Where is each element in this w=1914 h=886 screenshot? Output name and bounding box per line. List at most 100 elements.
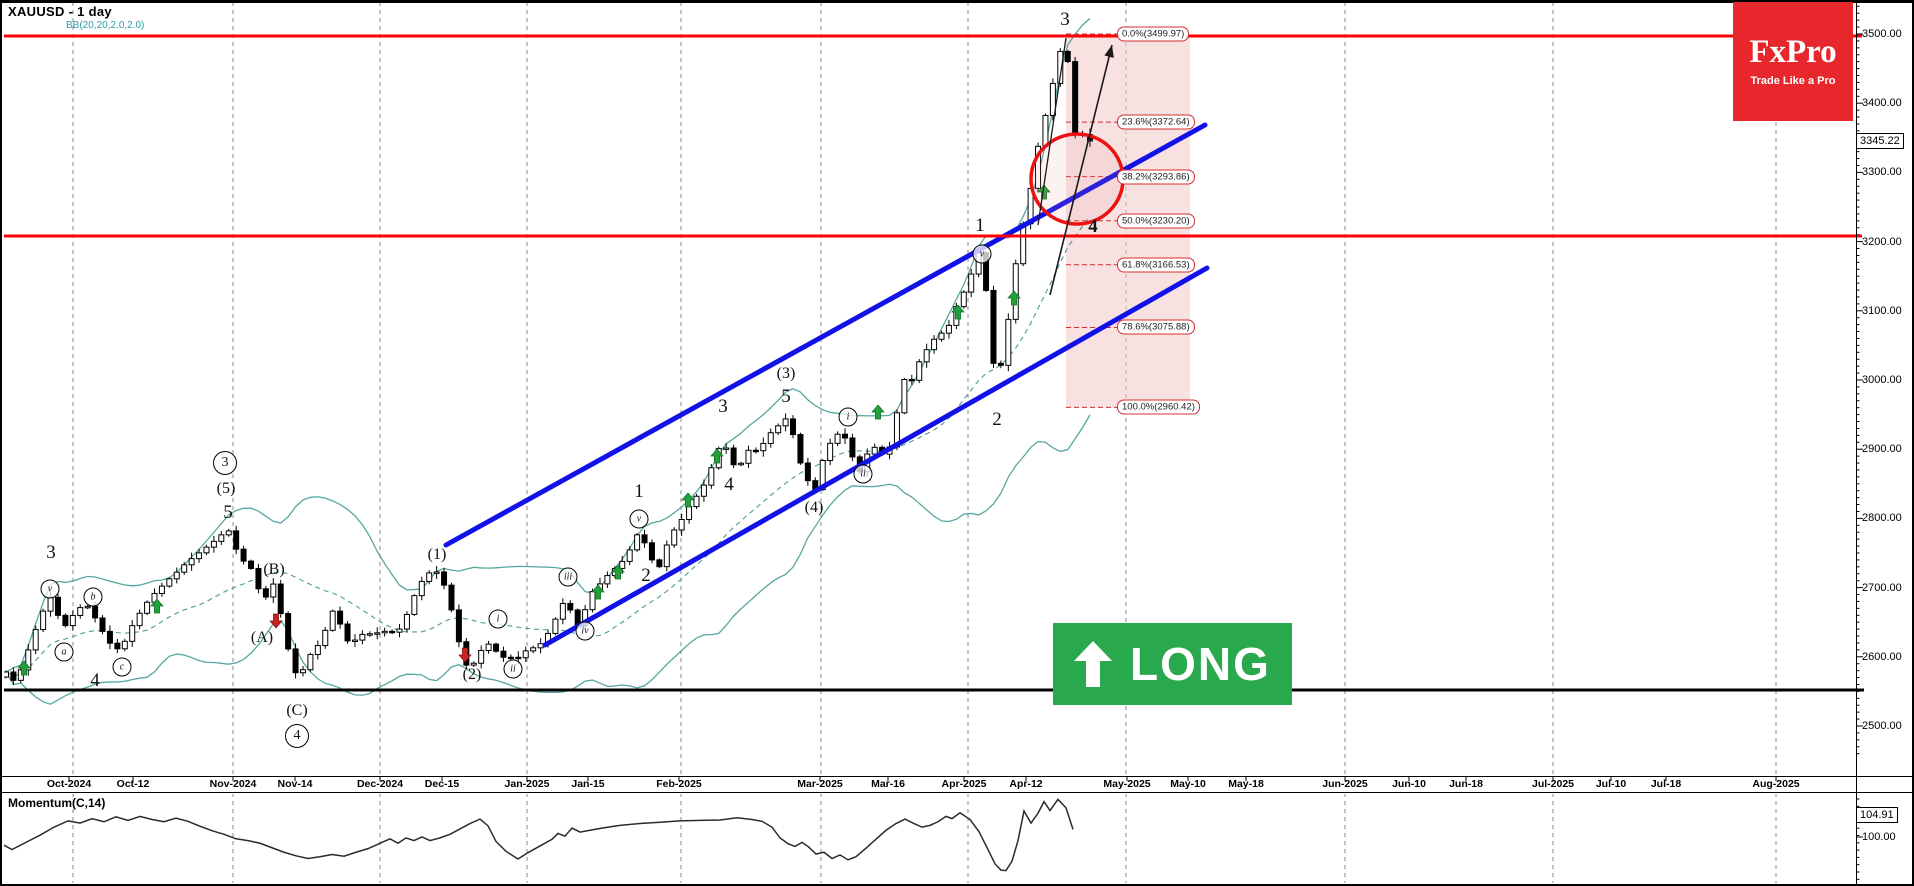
candle-body: [277, 583, 284, 615]
candle-body: [203, 546, 210, 554]
fxpro-tagline: Trade Like a Pro: [1750, 75, 1836, 87]
candle-body: [54, 596, 61, 616]
candle-body: [10, 671, 17, 681]
time-axis-label[interactable]: Jan-15: [571, 778, 605, 790]
candle-body: [507, 656, 514, 660]
channel-upper-line[interactable]: [443, 122, 1208, 548]
sell-arrow-icon: [458, 647, 472, 663]
fib-level-label[interactable]: 0.0%(3499.97): [1117, 26, 1190, 42]
time-axis-label[interactable]: May-2025: [1103, 778, 1151, 790]
candle-body: [760, 442, 767, 452]
candle-body: [641, 534, 648, 544]
top-border: [0, 0, 1914, 3]
candle-body: [441, 571, 448, 586]
candle-body: [849, 437, 856, 458]
time-axis-label[interactable]: Jul-2025: [1531, 778, 1575, 790]
wave-label: 2: [992, 409, 1002, 430]
time-strip-top-border: [0, 776, 1914, 777]
time-axis-label[interactable]: Mar-16: [871, 778, 905, 790]
candle-body: [626, 549, 633, 562]
fib-level-label[interactable]: 78.6%(3075.88): [1117, 319, 1195, 335]
up-arrow-icon: [1074, 641, 1113, 687]
time-axis-label[interactable]: Jun-10: [1392, 778, 1426, 790]
wave-label: i: [838, 407, 858, 427]
time-axis-label[interactable]: May-10: [1170, 778, 1206, 790]
candle-body: [1064, 50, 1071, 63]
time-axis-label[interactable]: Apr-2025: [941, 778, 987, 790]
candle-body: [686, 506, 693, 520]
time-axis-label[interactable]: Apr-12: [1009, 778, 1043, 790]
candle-body: [1072, 61, 1079, 135]
candle-body: [69, 614, 76, 627]
wave-label: 5: [223, 502, 233, 523]
candle-body: [968, 273, 975, 293]
fib-level-label[interactable]: 38.2%(3293.86): [1117, 169, 1195, 185]
candle-body: [166, 578, 173, 587]
fib-level-label[interactable]: 50.0%(3230.20): [1117, 213, 1195, 229]
channel-lower-line[interactable]: [542, 265, 1210, 648]
time-axis-label[interactable]: Jan-2025: [504, 778, 550, 790]
buy-arrow-icon: [871, 404, 885, 420]
wave-label: 5: [781, 386, 791, 407]
candle-body: [916, 361, 923, 381]
candle-body: [144, 601, 151, 614]
bollinger-lower-band: [5, 414, 1091, 705]
fib-level-label[interactable]: 100.0%(2960.42): [1117, 399, 1200, 415]
candle-body: [99, 617, 106, 632]
candle-body: [470, 662, 477, 666]
price-axis-label: 3100.00: [1862, 304, 1902, 317]
time-axis-label[interactable]: Oct-2024: [46, 778, 92, 790]
wave-label: (B): [263, 561, 285, 578]
projection-arrow-head: [1104, 45, 1114, 58]
buy-arrow-icon: [710, 448, 724, 464]
time-axis-label[interactable]: Jun-18: [1449, 778, 1483, 790]
time-axis-label[interactable]: Dec-2024: [356, 778, 404, 790]
candle-body: [351, 639, 358, 642]
time-axis-label[interactable]: Jul-10: [1595, 778, 1627, 790]
time-axis-label[interactable]: Mar-2025: [797, 778, 843, 790]
candle-body: [700, 484, 707, 497]
price-axis-label: 2500.00: [1862, 720, 1902, 732]
time-axis-label[interactable]: Nov-14: [277, 778, 313, 790]
price-axis-separator[interactable]: [1856, 0, 1857, 886]
wave-label: 4: [285, 724, 309, 748]
momentum-value-tag: 104.91: [1856, 807, 1898, 823]
fib-level-label[interactable]: 23.6%(3372.64): [1117, 114, 1195, 130]
candle-body: [500, 650, 507, 658]
time-axis-label[interactable]: Feb-2025: [656, 778, 702, 790]
main-plot-area[interactable]: [0, 2, 1856, 776]
candle-body: [389, 630, 396, 634]
time-axis-label[interactable]: Dec-15: [424, 778, 460, 790]
candle-body: [559, 602, 566, 620]
wave-label: 3: [46, 542, 56, 563]
candle-body: [396, 628, 403, 633]
wave-label: 3: [1060, 9, 1070, 30]
candle-body: [997, 362, 1004, 366]
candle-body: [678, 518, 685, 531]
candle-body: [337, 610, 344, 625]
candle-body: [589, 590, 596, 611]
momentum-plot-area[interactable]: [2, 793, 1777, 884]
buy-arrow-icon: [1007, 290, 1021, 306]
time-axis-label[interactable]: Aug-2025: [1752, 778, 1800, 790]
candle-body: [4, 671, 9, 678]
price-axis-label: 2800.00: [1862, 512, 1902, 525]
time-axis-label[interactable]: Nov-2024: [209, 778, 257, 790]
candle-body: [827, 442, 834, 462]
time-axis-label[interactable]: Oct-12: [116, 778, 150, 790]
candle-body: [567, 602, 574, 611]
candle-body: [84, 605, 91, 609]
candle-body: [448, 584, 455, 611]
time-axis-label[interactable]: May-18: [1228, 778, 1264, 790]
time-axis-label[interactable]: Jul-18: [1650, 778, 1682, 790]
candle-body: [1042, 114, 1049, 147]
wave-label: i: [488, 609, 508, 629]
candle-body: [240, 548, 247, 562]
wave-label: (3): [776, 365, 796, 382]
candle-body: [262, 588, 269, 598]
candle-body: [530, 647, 537, 652]
fib-level-label[interactable]: 61.8%(3166.53): [1117, 257, 1195, 273]
candle-body: [804, 462, 811, 482]
time-axis-label[interactable]: Jun-2025: [1322, 778, 1368, 790]
